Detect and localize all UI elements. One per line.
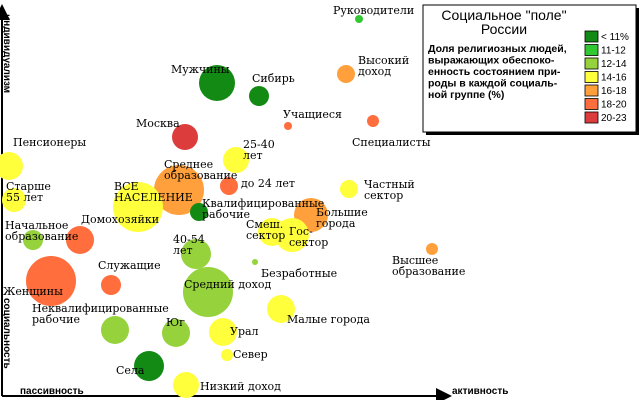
bubble-point: [340, 180, 358, 198]
legend-item-label: 16-18: [601, 86, 627, 97]
legend-item-label: 12-14: [601, 59, 627, 70]
point-label: Служащие: [98, 259, 161, 272]
bubble-point: [181, 239, 211, 269]
legend-swatch: [584, 44, 599, 56]
bubble-point: [337, 65, 355, 83]
point-label: Старше 55 лет: [6, 180, 51, 204]
point-label: Средний доход: [184, 278, 271, 291]
point-label: Низкий доход: [200, 380, 281, 393]
legend-shadow-side: [636, 8, 639, 135]
bubble-point: [221, 349, 233, 361]
labels-layer: Руководители Высокий доход Мужчины Сибирь Уча…: [3, 4, 465, 393]
point-label: до 24 лет: [241, 177, 295, 190]
bubble-point: [0, 152, 23, 180]
bubble-point: [209, 318, 237, 346]
bubble-point: [113, 182, 163, 232]
bubble-point: [267, 295, 295, 323]
point-label: 40-54 лет: [173, 233, 205, 257]
point-label: Смеш. сектор: [246, 218, 285, 242]
point-label: Домохозяйки: [81, 213, 159, 226]
y-axis-label-bottom: социальность: [1, 298, 12, 369]
x-axis-label-left: пассивность: [20, 386, 84, 397]
legend-description-text: Доля религиозных людей, выражающих обеспо…: [428, 43, 567, 101]
legend-shadow: [426, 132, 639, 135]
bubble-point: [23, 230, 43, 250]
legend-item-label: 18-20: [601, 100, 627, 111]
legend-chart-title: Социальное "поле" России: [441, 7, 566, 37]
legend-swatch: [584, 71, 599, 83]
legend: Социальное "поле" России Доля религиозных…: [422, 4, 639, 135]
legend-item-label: < 11%: [601, 32, 629, 43]
bubble-point: [2, 188, 26, 212]
point-label: Женщины: [3, 285, 63, 298]
point-label: Гос-сектор: [289, 225, 328, 249]
point-label: ВСЕ НАСЕЛЕНИЕ: [114, 180, 193, 204]
legend-swatch: [584, 84, 599, 97]
legend-swatch: [584, 98, 599, 110]
x-axis-label-right: активность: [452, 386, 508, 397]
point-label: Села: [116, 364, 145, 377]
point-label: Начальное образование: [5, 219, 78, 243]
y-axis-label-top: индивидуализм: [1, 14, 12, 93]
bubble-point: [26, 256, 76, 306]
bubbles-layer: [0, 15, 438, 398]
legend-swatch: [584, 57, 599, 70]
bubble-point: [162, 319, 190, 347]
bubble-point: [101, 316, 129, 344]
point-label: Квалифицированные рабочие: [202, 197, 324, 221]
legend-swatch: [584, 30, 599, 43]
bubble-point: [66, 226, 94, 254]
point-label: Пенсионеры: [13, 136, 86, 149]
point-label: Высшее образование: [392, 254, 465, 278]
bubble-point: [284, 122, 292, 130]
point-label: Специалисты: [352, 136, 431, 149]
bubble-point: [220, 177, 238, 195]
bubble-point: [190, 203, 208, 221]
point-label: Юг: [166, 316, 185, 329]
legend-item-label: 20-23: [601, 113, 627, 124]
point-label: Мужчины: [171, 63, 230, 76]
bubble-point: [249, 86, 269, 106]
point-label: 25-40 лет: [243, 138, 275, 162]
legend-frame: [422, 4, 637, 133]
point-label: Малые города: [287, 313, 370, 326]
point-label: Высокий доход: [358, 54, 409, 78]
legend-title-text: Социальное "поле" России: [441, 7, 566, 37]
legend-items: < 11% 11-12 12-14 14-16 16-18 18-20 20-23: [584, 30, 629, 124]
bubble-point: [134, 351, 164, 381]
point-label: Безработные: [261, 267, 337, 280]
bubble-point: [275, 218, 309, 252]
legend-item-label: 11-12: [601, 46, 626, 57]
legend-item-label: 14-16: [601, 73, 627, 84]
point-label: Север: [233, 348, 268, 361]
point-label: Среднее образование: [164, 158, 237, 182]
point-label: Большие города: [316, 206, 368, 230]
legend-description: Доля религиозных людей, выражающих обеспо…: [428, 43, 567, 101]
bubble-point: [154, 165, 204, 215]
point-label: Урал: [230, 325, 259, 338]
bubble-point: [199, 65, 235, 101]
bubble-point: [355, 15, 363, 23]
bubble-point: [173, 372, 199, 398]
point-label: Москва: [136, 117, 180, 130]
point-label: Учащиеся: [283, 108, 342, 121]
point-label: Сибирь: [252, 72, 295, 85]
bubble-point: [183, 267, 233, 317]
bubble-point: [367, 115, 379, 127]
bubble-point: [172, 124, 198, 150]
point-label: Руководители: [333, 4, 414, 17]
bubble-point: [252, 259, 258, 265]
legend-swatch: [584, 111, 599, 124]
bubble-point: [426, 243, 438, 255]
point-label: Частный сектор: [364, 178, 415, 202]
bubble-point: [223, 147, 249, 173]
bubble-point: [101, 275, 121, 295]
axes: пассивность активность индивидуализм соц…: [0, 4, 508, 400]
point-label: Неквалифицированные рабочие: [32, 302, 169, 326]
